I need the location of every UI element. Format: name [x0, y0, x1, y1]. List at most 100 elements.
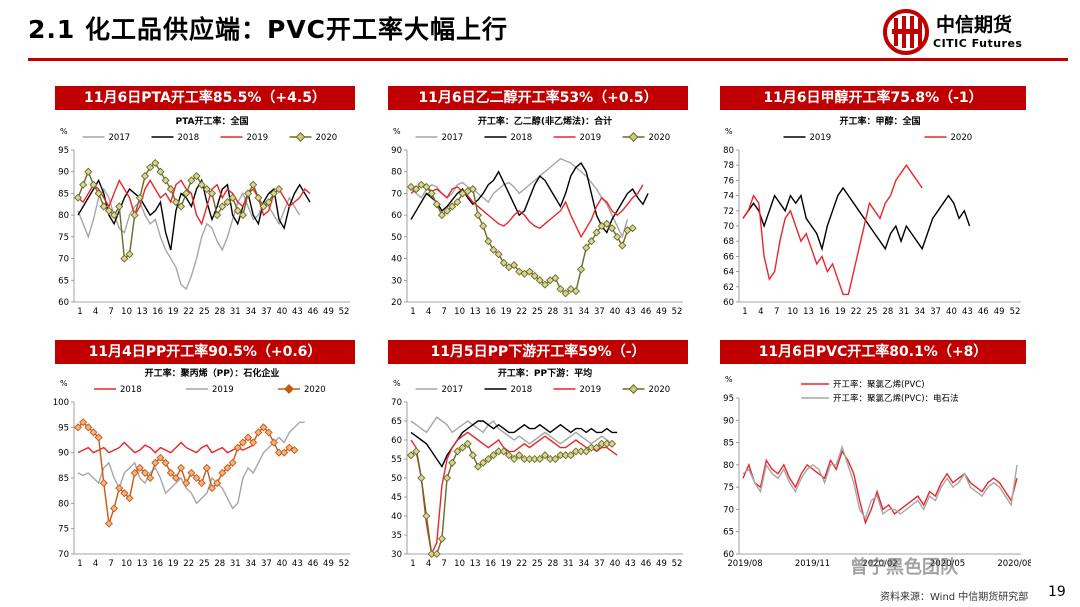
series-marker — [535, 276, 544, 285]
series-marker — [269, 438, 278, 447]
series-marker — [510, 454, 519, 464]
series-marker — [530, 271, 539, 280]
x-tick-label: 19 — [835, 307, 846, 317]
y-tick-label: 40 — [391, 512, 402, 522]
panel-title-pp: 11月4日PP开工率90.5%（+0.6） — [55, 340, 355, 364]
legend-label: 2020 — [951, 133, 973, 143]
x-tick-label: 52 — [672, 307, 683, 317]
x-tick-label: 49 — [656, 307, 667, 317]
series-marker — [79, 418, 88, 427]
series-marker — [135, 193, 144, 202]
series-marker — [264, 428, 273, 437]
y-tick-label: 90 — [58, 168, 69, 178]
page-title: 2.1 化工品供应端：PVC开工率大幅上行 — [28, 15, 509, 44]
series-marker — [448, 458, 457, 467]
series-marker — [520, 454, 529, 464]
x-tick-label: 28 — [547, 559, 558, 569]
series-marker — [417, 473, 426, 483]
x-tick-label: 46 — [641, 307, 652, 317]
series-marker — [540, 451, 550, 460]
series-marker — [79, 180, 88, 189]
series-marker — [202, 185, 211, 194]
series-marker — [223, 198, 232, 207]
x-tick-label: 16 — [152, 307, 163, 317]
x-tick-label: 10 — [121, 307, 132, 317]
series-marker — [453, 447, 462, 456]
panel-title-methanol: 11月6日甲醇开工率75.8%（-1） — [720, 86, 1026, 110]
series-marker — [422, 511, 431, 521]
x-tick-label: 25 — [532, 559, 543, 569]
y-tick-label: 70 — [723, 222, 734, 232]
x-tick-label: 43 — [292, 307, 303, 317]
series-marker — [110, 504, 119, 513]
x-tick-label: 31 — [563, 559, 574, 569]
source-note: 资料来源：Wind 中信期货研究部 — [880, 592, 1029, 603]
x-tick-label: 13 — [470, 307, 481, 317]
series-marker — [161, 176, 170, 185]
x-tick-label: 2020/08 — [997, 559, 1031, 569]
series-marker — [587, 237, 596, 246]
series-marker — [120, 489, 129, 498]
series-marker — [177, 202, 186, 211]
x-tick-label: 37 — [594, 559, 605, 569]
citic-logo-icon — [883, 9, 929, 55]
y-tick-label: 30 — [391, 550, 402, 560]
pvc-chart: % 开工率：聚氯乙烯(PVC) 开工率：聚氯乙烯(PVC)：电石法 60 65 70 75 8… — [723, 375, 1031, 569]
y-tick-label: 85 — [723, 439, 734, 449]
series-marker — [577, 265, 586, 274]
x-tick-label: 34 — [914, 307, 925, 317]
series-marker — [218, 468, 227, 477]
series-marker — [274, 185, 284, 194]
x-tick-label: 46 — [978, 307, 989, 317]
x-tick-label: 40 — [946, 307, 957, 317]
x-tick-label: 46 — [308, 559, 319, 569]
series-marker — [233, 443, 242, 452]
series-marker — [443, 473, 452, 483]
x-tick-label: 2019/08 — [727, 559, 762, 569]
x-tick-label: 4 — [93, 307, 98, 317]
y-tick-label: 65 — [58, 276, 69, 286]
series-marker — [177, 463, 186, 472]
series-marker — [437, 534, 446, 543]
x-tick-label: 16 — [485, 559, 496, 569]
series-marker — [494, 250, 503, 259]
series-marker — [448, 202, 457, 211]
y-tick-label: 50 — [391, 233, 402, 243]
x-tick-label: 2020/05 — [930, 559, 965, 569]
x-tick-label: 2020/02 — [862, 559, 897, 569]
x-tick-label: 7 — [108, 559, 113, 569]
series-marker — [602, 219, 611, 228]
series-line-2018 — [410, 420, 618, 469]
series-marker — [602, 439, 611, 448]
series-marker — [264, 198, 273, 207]
x-tick-label: 22 — [516, 307, 527, 317]
y-tick-label: 64 — [723, 268, 734, 278]
series-marker — [140, 172, 150, 181]
series-marker — [592, 443, 601, 452]
series-marker — [437, 211, 446, 220]
y-tick-label: 95 — [723, 394, 734, 404]
x-tick-label: 1 — [77, 307, 82, 317]
y-tick-label: 55 — [391, 455, 402, 465]
chart-title: PTA开工率：全国 — [175, 115, 248, 127]
series-marker — [479, 458, 488, 467]
x-tick-label: 43 — [625, 559, 636, 569]
series-marker — [571, 287, 580, 296]
x-tick-label: 46 — [308, 307, 319, 317]
x-tick-label: 7 — [774, 307, 779, 317]
series-marker — [125, 494, 134, 503]
x-tick-label: 28 — [214, 307, 225, 317]
x-tick-label: 46 — [641, 559, 652, 569]
series-marker — [494, 447, 503, 456]
x-tick-label: 2019/11 — [795, 559, 830, 569]
x-tick-label: 31 — [230, 307, 241, 317]
x-tick-label: 10 — [454, 559, 465, 569]
series-marker — [489, 245, 498, 254]
y-tick-label: 75 — [58, 233, 69, 243]
series-line-2019 — [77, 421, 305, 510]
series-marker — [135, 463, 144, 472]
series-marker — [156, 167, 165, 176]
series-marker — [484, 454, 493, 464]
x-tick-label: 1 — [742, 307, 747, 317]
pp-chart: 开工率：聚丙烯（PP）：石化企业% 2018 2019 2020 70 75 80 85 90 9… — [53, 367, 350, 569]
